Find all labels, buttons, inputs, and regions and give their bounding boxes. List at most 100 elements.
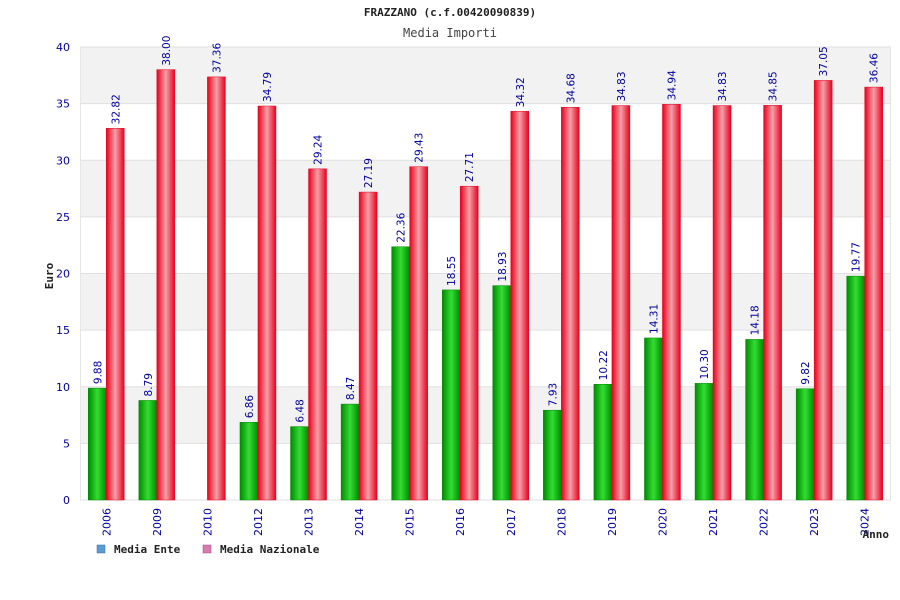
data-label: 18.55 — [446, 256, 458, 286]
bar-media-ente — [290, 426, 309, 501]
data-label: 10.22 — [598, 350, 610, 380]
data-label: 9.88 — [92, 361, 104, 384]
data-label: 9.82 — [800, 361, 812, 384]
bar-media-nazionale — [409, 166, 428, 501]
bar-media-ente — [543, 409, 562, 501]
x-axis-ticks: 2006 2009 2010 2012 2013 2014 2015 2016 2017 2018… — [100, 508, 871, 536]
data-label: 27.71 — [464, 152, 476, 182]
x-tick-label: 2013 — [303, 508, 316, 536]
data-label: 8.79 — [143, 373, 155, 396]
bar-media-ente — [846, 275, 865, 501]
legend-label-nazionale: Media Nazionale — [220, 543, 320, 556]
bar-media-nazionale — [156, 69, 176, 501]
bar-media-nazionale — [611, 105, 631, 501]
y-tick-label: 25 — [56, 211, 70, 224]
y-tick-label: 15 — [56, 324, 70, 337]
data-label: 32.82 — [110, 94, 122, 124]
bar-media-ente — [492, 285, 512, 501]
legend: Media Ente Media Nazionale — [96, 543, 320, 556]
bars: 9.88 32.82 8.79 38.00 37.36 6.86 34.79 6.48 29.2… — [88, 36, 883, 501]
y-axis-ticks: 0 5 10 15 20 25 30 35 40 — [56, 41, 70, 507]
bar-media-nazionale — [459, 185, 479, 501]
x-tick-label: 2016 — [454, 508, 467, 536]
y-tick-label: 5 — [63, 437, 70, 450]
bar-media-ente — [644, 337, 663, 501]
x-tick-label: 2020 — [656, 508, 669, 536]
y-tick-label: 35 — [56, 98, 70, 111]
x-tick-label: 2024 — [859, 508, 872, 536]
data-label: 38.00 — [161, 36, 173, 66]
x-tick-label: 2023 — [808, 508, 821, 536]
y-tick-label: 40 — [56, 41, 70, 54]
bar-media-nazionale — [864, 86, 883, 501]
bar-media-nazionale — [106, 128, 125, 501]
bar-media-ente — [239, 422, 259, 501]
x-tick-label: 2015 — [404, 508, 417, 536]
data-label: 6.48 — [295, 399, 307, 422]
bar-media-nazionale — [207, 76, 226, 501]
bar-media-nazionale — [358, 191, 378, 501]
data-label: 6.86 — [244, 395, 256, 419]
bar-media-ente — [593, 384, 613, 501]
data-label: 10.30 — [699, 349, 711, 379]
x-tick-label: 2022 — [758, 508, 771, 536]
data-label: 34.94 — [666, 70, 678, 100]
x-tick-label: 2018 — [555, 508, 568, 536]
x-tick-label: 2019 — [606, 508, 619, 536]
bar-media-ente — [441, 289, 461, 501]
bar-media-ente — [694, 383, 714, 501]
bar-media-nazionale — [561, 106, 580, 501]
data-label: 34.85 — [768, 71, 780, 101]
legend-swatch-ente — [96, 544, 106, 554]
y-tick-label: 0 — [63, 494, 70, 507]
bar-media-nazionale — [662, 104, 681, 501]
bar-media-nazionale — [510, 111, 530, 501]
bar-media-ente — [88, 387, 107, 501]
data-label: 34.83 — [616, 71, 628, 101]
bar-media-nazionale — [763, 105, 782, 501]
data-label: 27.19 — [363, 158, 375, 188]
x-tick-label: 2021 — [707, 508, 720, 536]
data-label: 19.77 — [851, 242, 863, 272]
data-label: 22.36 — [396, 212, 408, 242]
legend-swatch-nazionale — [202, 544, 212, 554]
data-label: 14.18 — [750, 305, 762, 335]
y-tick-label: 10 — [56, 381, 70, 394]
y-tick-label: 20 — [56, 268, 70, 281]
data-label: 37.36 — [211, 43, 223, 73]
data-label: 34.79 — [262, 72, 274, 102]
x-tick-label: 2010 — [201, 508, 214, 536]
bar-media-ente — [138, 400, 158, 501]
data-label: 18.93 — [497, 252, 509, 282]
data-label: 36.46 — [869, 53, 881, 83]
data-label: 34.83 — [717, 71, 729, 101]
bar-media-nazionale — [813, 80, 833, 501]
legend-label-ente: Media Ente — [114, 543, 181, 556]
chart-subtitle: Media Importi — [403, 26, 497, 40]
data-label: 34.68 — [565, 73, 577, 103]
x-tick-label: 2017 — [505, 508, 518, 536]
x-tick-label: 2009 — [151, 508, 164, 536]
bar-media-ente — [745, 339, 764, 501]
bar-media-ente — [795, 388, 815, 501]
x-tick-label: 2006 — [100, 508, 113, 536]
data-label: 8.47 — [345, 377, 357, 400]
bar-media-nazionale — [712, 105, 732, 501]
data-label: 29.43 — [414, 133, 426, 163]
data-label: 7.93 — [547, 383, 559, 406]
y-tick-label: 30 — [56, 154, 70, 167]
x-tick-label: 2012 — [252, 508, 265, 536]
x-axis-label: Anno — [863, 528, 890, 541]
bar-media-nazionale — [308, 168, 327, 501]
y-axis-label: Euro — [43, 262, 56, 289]
data-label: 37.05 — [818, 46, 830, 76]
bar-media-ente — [391, 246, 410, 501]
bar-media-nazionale — [257, 105, 277, 501]
data-label: 14.31 — [648, 304, 660, 334]
data-label: 29.24 — [313, 134, 325, 164]
data-label: 34.32 — [515, 77, 527, 107]
chart-title: FRAZZANO (c.f.00420090839) — [364, 6, 536, 19]
bar-media-ente — [340, 403, 360, 501]
x-tick-label: 2014 — [353, 508, 366, 536]
